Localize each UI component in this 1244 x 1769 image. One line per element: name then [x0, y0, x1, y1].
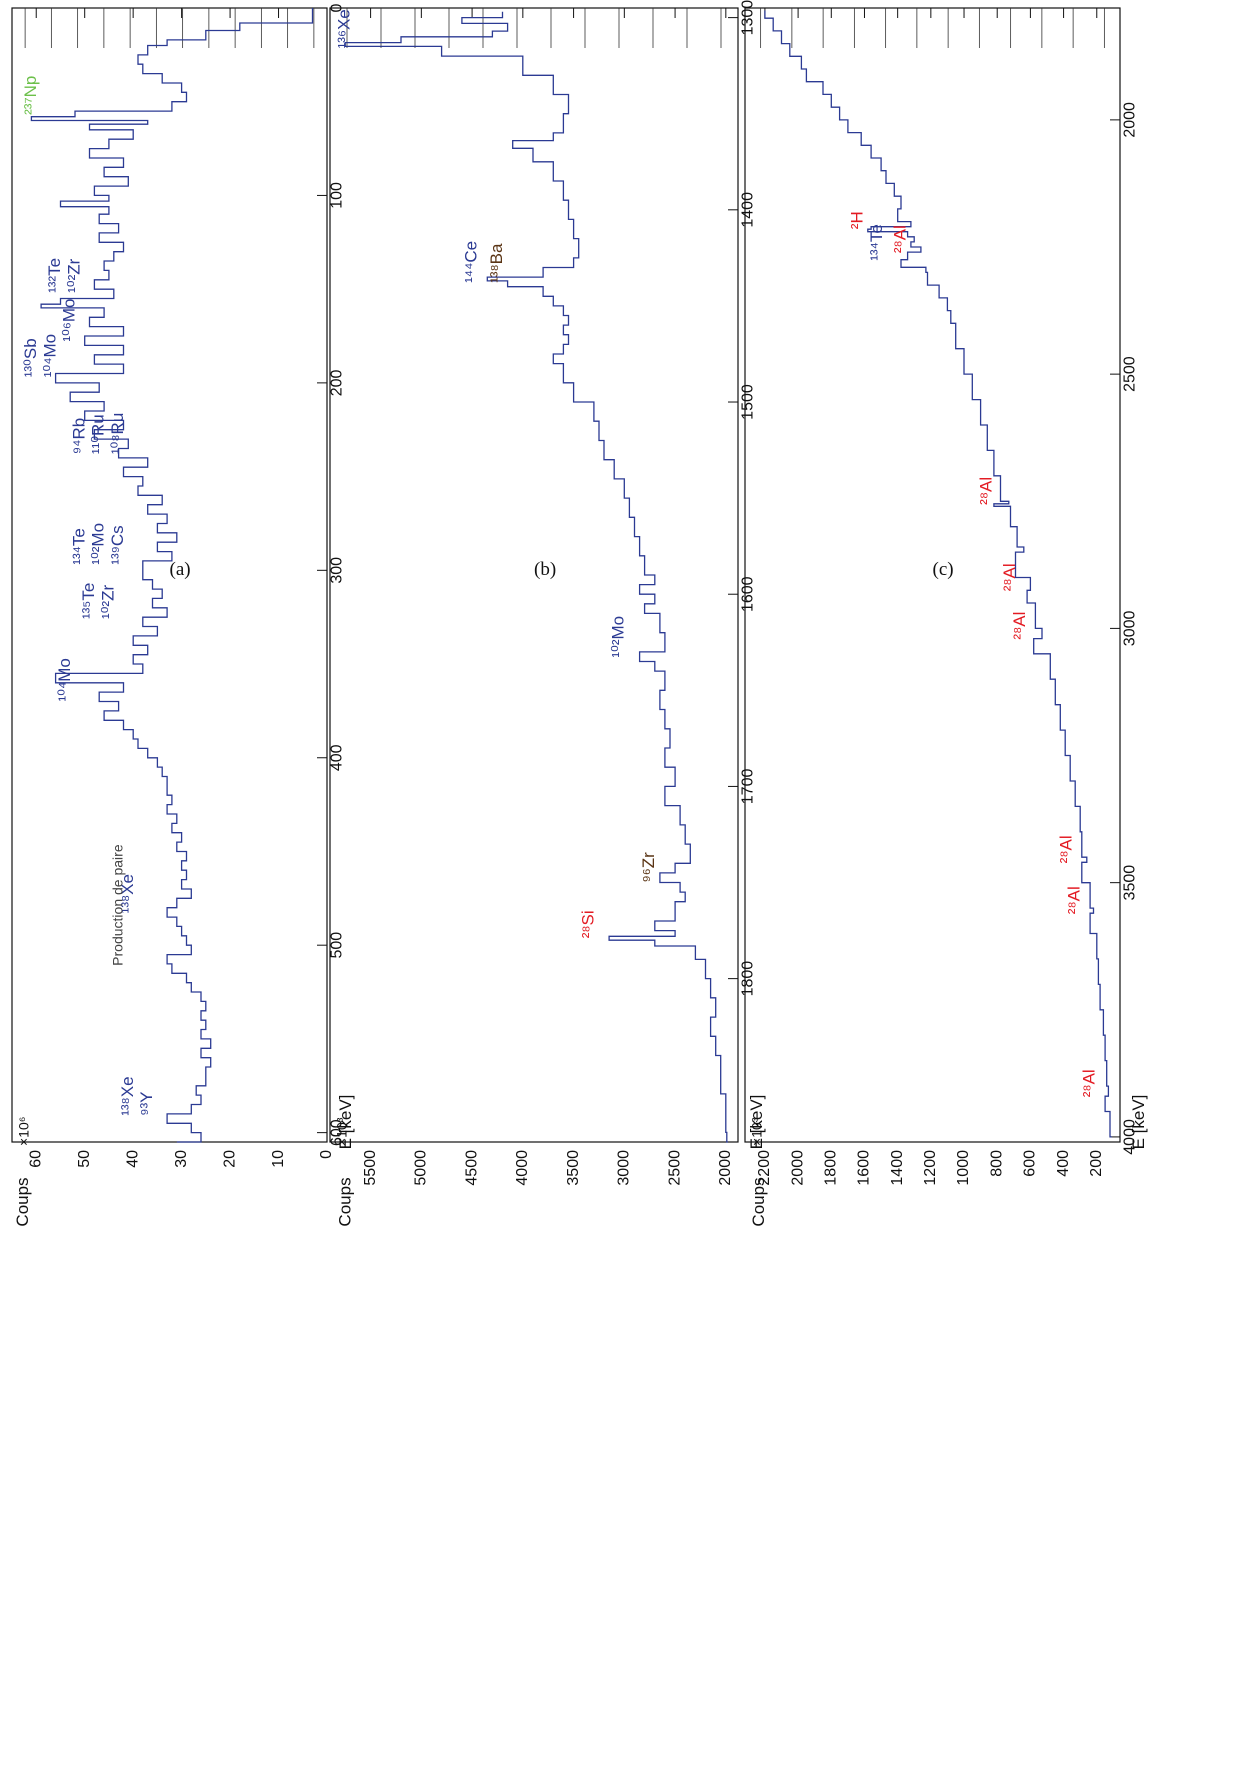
- y-tick-label: 2000: [717, 1150, 734, 1186]
- peak-annotation: ⁹³Y: [137, 1091, 156, 1115]
- y-tick-label: 5000: [413, 1150, 430, 1186]
- panel-b: 1300 1400 1500 1600 1700 1800 2000 2500 3000 3500…: [329, 0, 766, 1227]
- x-tick-label: 500: [328, 932, 345, 959]
- peak-annotation: ⁹⁶Zr: [639, 852, 658, 883]
- plot-frame: [11, 7, 328, 1143]
- peak-annotation: ¹⁰²Mo: [609, 616, 628, 658]
- x-tick-label: 3000: [1121, 610, 1138, 646]
- x-tick-label: 2500: [1121, 356, 1138, 392]
- y-tick-label: 2000: [789, 1150, 806, 1186]
- peak-annotation: ²⁸Al: [1065, 886, 1084, 914]
- peak-annotation: ¹⁰⁸Ru: [108, 413, 127, 454]
- y-tick-label: 4000: [514, 1150, 531, 1186]
- y-tick-label: 1200: [922, 1150, 939, 1186]
- x-tick-label: 1700: [739, 769, 756, 805]
- peak-annotation: ²⁸Al: [1000, 563, 1019, 591]
- y-tick-label: 600: [1022, 1150, 1039, 1177]
- y-multiplier: ×10⁶: [15, 1116, 31, 1146]
- y-tick-label: 800: [988, 1150, 1005, 1177]
- spectrum-line: [30, 8, 314, 1143]
- y-multiplier: ×10³: [333, 1117, 349, 1146]
- x-tick-label: 200: [328, 369, 345, 396]
- y-tick-label: 5500: [362, 1150, 379, 1186]
- peak-annotation: ¹³⁸Xe: [118, 874, 137, 913]
- x-tick-label: 3500: [1121, 865, 1138, 901]
- peak-annotation: ¹³⁴Te: [867, 224, 886, 261]
- y-tick-label: 2500: [666, 1150, 683, 1186]
- peak-annotation: ²⁸Al: [1080, 1069, 1099, 1097]
- peak-annotation: ¹³⁸Ba: [487, 243, 506, 283]
- peak-annotation: ¹³⁸Xe: [118, 1076, 137, 1115]
- peak-annotation: ¹⁴⁴Ce: [462, 241, 481, 283]
- y-tick-label: 20: [221, 1150, 238, 1168]
- peak-annotation: ²⁸Al: [1010, 612, 1029, 640]
- peak-annotation: ¹⁰²Zr: [64, 258, 83, 293]
- peak-annotation: ¹⁰⁶Mo: [60, 299, 79, 342]
- x-tick-label: 1300: [739, 0, 756, 35]
- peak-annotation: ¹⁰⁴Mo: [55, 658, 74, 701]
- peak-annotation: Production de paire: [109, 844, 125, 966]
- y-tick-label: 1000: [955, 1150, 972, 1186]
- panel-label: (b): [534, 559, 556, 580]
- y-tick-label: 60: [27, 1150, 44, 1168]
- x-tick-label: 400: [328, 744, 345, 771]
- y-tick-label: 10: [270, 1150, 287, 1168]
- peak-annotation: ²H: [847, 211, 866, 229]
- y-tick-label: 200: [1088, 1150, 1105, 1177]
- x-tick-label: 100: [328, 182, 345, 209]
- y-tick-label: 2200: [756, 1150, 773, 1186]
- y-tick-label: 1800: [823, 1150, 840, 1186]
- spectrum-line: [764, 10, 1112, 1138]
- y-tick-label: 1600: [856, 1150, 873, 1186]
- y-axis-title: Coups: [335, 1177, 354, 1226]
- x-tick-label: 4000: [1121, 1119, 1138, 1155]
- x-axis-title: E [keV]: [747, 1095, 766, 1150]
- x-axis-title: E [keV]: [1129, 1095, 1148, 1150]
- peak-annotation: ¹³²Te: [45, 258, 64, 293]
- y-tick-label: 40: [124, 1150, 141, 1168]
- y-tick-label: 3000: [616, 1150, 633, 1186]
- spectrum-line: [344, 11, 728, 1143]
- x-tick-label: 1500: [739, 384, 756, 420]
- y-tick-label: 3500: [565, 1150, 582, 1186]
- peak-annotation: ²⁸Al: [977, 477, 996, 505]
- peak-annotation: ²⁸Si: [578, 910, 597, 938]
- panel-c: 2000 2500 3000 3500 4000 200 400 600 800 1000 1200…: [744, 7, 1148, 1227]
- peak-annotation: ²⁸Al: [1056, 835, 1075, 863]
- y-tick-label: 400: [1055, 1150, 1072, 1177]
- y-axis-title: Coups: [13, 1177, 32, 1226]
- x-tick-label: 2000: [1121, 102, 1138, 138]
- y-tick-label: 50: [76, 1150, 93, 1168]
- x-axis-title: E [keV]: [336, 1095, 355, 1150]
- x-tick-label: 1400: [739, 192, 756, 228]
- peak-annotation: ¹⁰⁴Mo: [40, 334, 59, 377]
- x-tick-label: 1800: [739, 961, 756, 997]
- panel-label: (c): [933, 559, 954, 580]
- y-tick-label: 30: [173, 1150, 190, 1168]
- plot-frame: [744, 7, 1121, 1143]
- y-axis-title: Coups: [749, 1177, 768, 1226]
- x-tick-label: 600: [328, 1119, 345, 1146]
- peak-annotation: ¹⁰²Zr: [98, 585, 117, 620]
- peak-annotation: ¹⁰²Mo: [89, 523, 108, 565]
- y-tick-label: 1400: [889, 1150, 906, 1186]
- y-tick-label: 0: [318, 1150, 335, 1159]
- peak-annotation: ¹³⁰Sb: [21, 338, 40, 377]
- panel-a: 01002003004005006000102030405060²³⁷Np¹³²…: [11, 3, 355, 1227]
- panel-label: (a): [170, 559, 191, 580]
- peak-annotation: ¹³⁶Xe: [335, 9, 354, 48]
- peak-annotation: ²⁸Al: [890, 225, 909, 253]
- x-tick-label: 1600: [739, 576, 756, 612]
- y-multiplier: ×10³: [748, 1117, 764, 1146]
- peak-annotation: ¹¹⁰Ru: [89, 414, 108, 454]
- peak-annotation: ⁹⁴Rb: [69, 418, 88, 454]
- peak-annotation: ¹³⁹Cs: [108, 525, 127, 564]
- y-tick-label: 4500: [463, 1150, 480, 1186]
- peak-annotation: ²³⁷Np: [21, 76, 40, 115]
- x-tick-label: 300: [328, 557, 345, 584]
- peak-annotation: ¹³⁵Te: [79, 583, 98, 619]
- peak-annotation: ¹³⁴Te: [69, 528, 88, 565]
- plot-frame: [329, 7, 739, 1143]
